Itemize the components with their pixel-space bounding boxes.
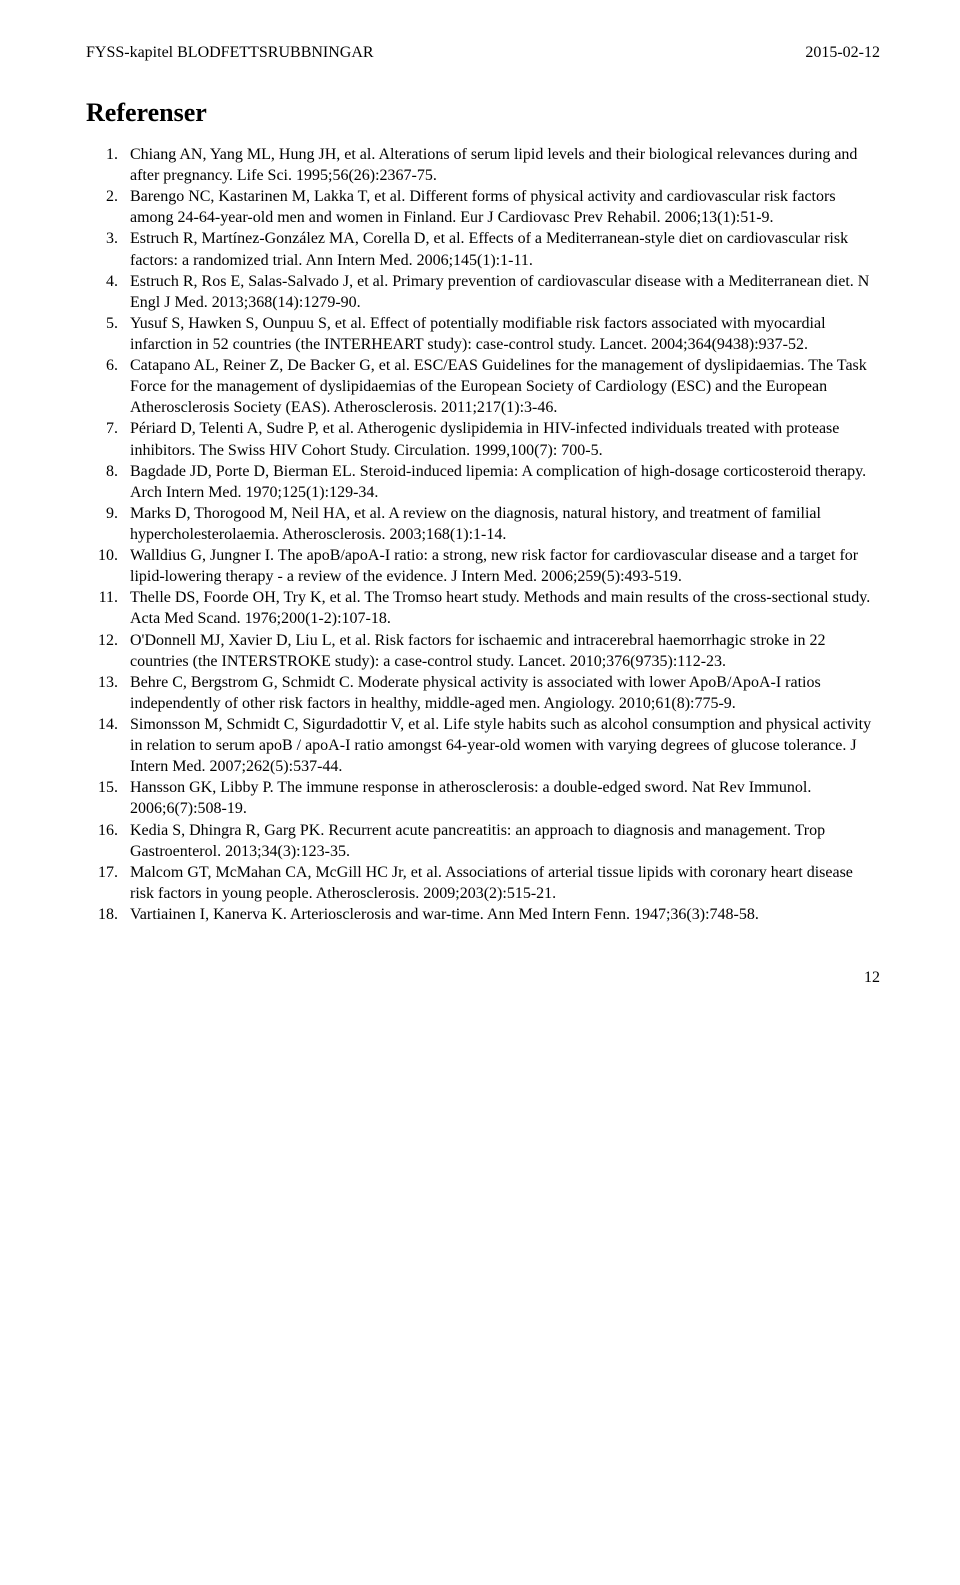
reference-item: Catapano AL, Reiner Z, De Backer G, et a… xyxy=(122,355,880,418)
reference-item: Kedia S, Dhingra R, Garg PK. Recurrent a… xyxy=(122,820,880,862)
page-header: FYSS-kapitel BLODFETTSRUBBNINGAR 2015-02… xyxy=(86,44,880,62)
reference-item: Estruch R, Ros E, Salas-Salvado J, et al… xyxy=(122,271,880,313)
page-number: 12 xyxy=(86,969,880,987)
reference-item: Estruch R, Martínez-González MA, Corella… xyxy=(122,228,880,270)
reference-item: Behre C, Bergstrom G, Schmidt C. Moderat… xyxy=(122,672,880,714)
header-right: 2015-02-12 xyxy=(805,44,880,62)
reference-item: Walldius G, Jungner I. The apoB/apoA-I r… xyxy=(122,545,880,587)
reference-item: Vartiainen I, Kanerva K. Arteriosclerosi… xyxy=(122,904,880,925)
reference-item: Hansson GK, Libby P. The immune response… xyxy=(122,777,880,819)
reference-item: Barengo NC, Kastarinen M, Lakka T, et al… xyxy=(122,186,880,228)
header-left: FYSS-kapitel BLODFETTSRUBBNINGAR xyxy=(86,44,374,62)
references-list: Chiang AN, Yang ML, Hung JH, et al. Alte… xyxy=(86,144,880,925)
reference-item: Simonsson M, Schmidt C, Sigurdadottir V,… xyxy=(122,714,880,777)
reference-item: Yusuf S, Hawken S, Ounpuu S, et al. Effe… xyxy=(122,313,880,355)
document-page: FYSS-kapitel BLODFETTSRUBBNINGAR 2015-02… xyxy=(0,0,960,1037)
reference-item: O'Donnell MJ, Xavier D, Liu L, et al. Ri… xyxy=(122,630,880,672)
reference-item: Malcom GT, McMahan CA, McGill HC Jr, et … xyxy=(122,862,880,904)
reference-item: Périard D, Telenti A, Sudre P, et al. At… xyxy=(122,418,880,460)
section-title: Referenser xyxy=(86,98,880,128)
reference-item: Bagdade JD, Porte D, Bierman EL. Steroid… xyxy=(122,461,880,503)
reference-item: Thelle DS, Foorde OH, Try K, et al. The … xyxy=(122,587,880,629)
reference-item: Chiang AN, Yang ML, Hung JH, et al. Alte… xyxy=(122,144,880,186)
reference-item: Marks D, Thorogood M, Neil HA, et al. A … xyxy=(122,503,880,545)
